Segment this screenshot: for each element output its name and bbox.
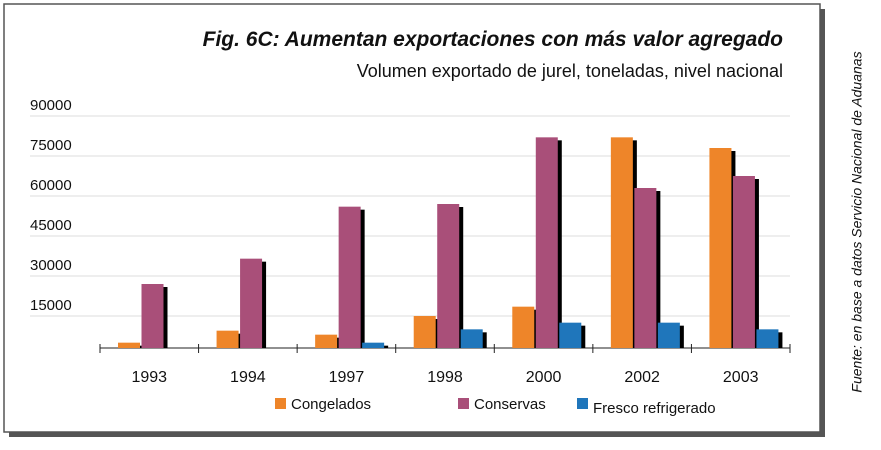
- x-tick-label: 2003: [723, 369, 759, 386]
- x-tick-label: 2000: [526, 369, 562, 386]
- x-tick-label: 1993: [131, 369, 167, 386]
- bar: [634, 188, 657, 348]
- legend-label: Conservas: [474, 396, 546, 413]
- y-tick-label: 90000: [30, 97, 72, 114]
- legend-swatch: [577, 398, 588, 409]
- bar: [460, 329, 483, 348]
- y-tick-label: 60000: [30, 177, 72, 194]
- legend-label: Congelados: [291, 396, 371, 413]
- x-tick-label: 1997: [329, 369, 365, 386]
- bar: [118, 342, 140, 348]
- x-tick-label: 1998: [427, 369, 463, 386]
- y-tick-label: 30000: [30, 257, 72, 274]
- bar: [216, 330, 239, 348]
- bar: [732, 176, 755, 348]
- bar: [338, 206, 361, 348]
- x-tick-label: 2002: [624, 369, 660, 386]
- bar: [240, 258, 263, 348]
- legend-swatch: [275, 398, 286, 409]
- bar: [512, 306, 535, 348]
- bar: [610, 137, 633, 348]
- source-note: Fuente: en base a datos Servicio Naciona…: [849, 51, 865, 392]
- chart-title: Fig. 6C: Aumentan exportaciones con más …: [203, 28, 784, 51]
- bar: [413, 316, 436, 348]
- bar: [756, 329, 779, 348]
- y-tick-label: 15000: [30, 297, 72, 314]
- x-tick-label: 1994: [230, 369, 266, 386]
- legend-swatch: [458, 398, 469, 409]
- chart-subtitle: Volumen exportado de jurel, toneladas, n…: [357, 61, 783, 81]
- bar: [709, 148, 732, 348]
- bar: [141, 284, 164, 348]
- bar: [437, 204, 460, 348]
- bar: [657, 322, 680, 348]
- y-tick-label: 75000: [30, 137, 72, 154]
- bar: [315, 334, 338, 348]
- bar: [535, 137, 558, 348]
- bar: [362, 342, 385, 348]
- legend-label: Fresco refrigerado: [593, 400, 716, 417]
- frame: [3, 3, 821, 433]
- bar: [559, 322, 582, 348]
- y-tick-label: 45000: [30, 217, 72, 234]
